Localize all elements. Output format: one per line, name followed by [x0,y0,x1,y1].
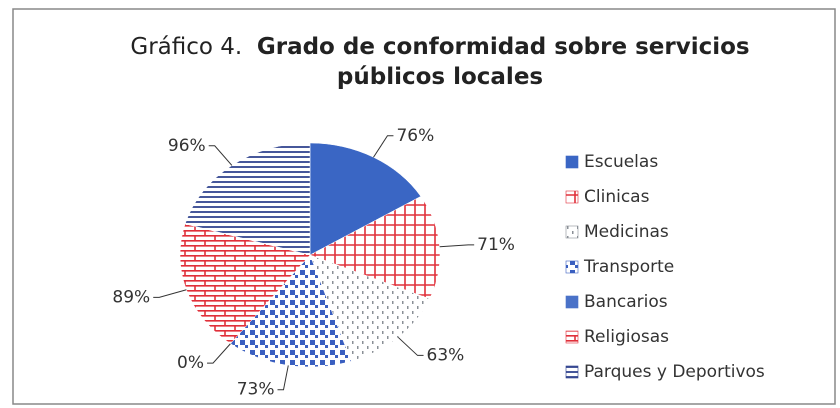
data-label: 71% [477,235,515,255]
legend-swatch [565,155,579,169]
data-label: 0% [177,353,204,373]
pie-slice [179,223,311,344]
title-prefix: Gráfico 4. [130,34,243,60]
leader-line [397,336,424,356]
leader-line [208,145,233,166]
legend-label: Parques y Deportivos [584,362,765,382]
legend-label: Clinicas [584,187,650,207]
pie-slice [309,196,441,300]
legend-swatch [565,190,579,204]
data-label: 89% [112,287,150,307]
legend-swatch [565,225,579,239]
legend-swatch [565,365,579,379]
legend-swatch [565,260,579,274]
legend-swatch [565,330,579,344]
leader-line [277,365,289,391]
pie-slice [309,254,430,362]
legend-label: Religiosas [584,327,669,347]
data-label: 73% [237,380,275,400]
legend-swatch [565,295,579,309]
leader-line [439,244,475,248]
title-text: Grado de conformidad sobre servicios púb… [256,34,750,90]
legend-label: Transporte [583,257,674,277]
frame [12,8,836,405]
leader-line [373,135,394,158]
leader-line [207,343,231,364]
legend-label: Medicinas [584,222,669,242]
data-label: 76% [396,126,434,146]
leader-line [153,289,187,298]
legend-label: Bancarios [584,292,668,312]
pie-slice [230,254,352,368]
legend-label: Escuelas [584,152,658,172]
chart-title: Gráfico 4. Grado de conformidad sobre se… [110,32,770,92]
pie-slice [184,142,311,256]
data-label: 63% [427,345,465,365]
data-label: 96% [168,136,206,156]
